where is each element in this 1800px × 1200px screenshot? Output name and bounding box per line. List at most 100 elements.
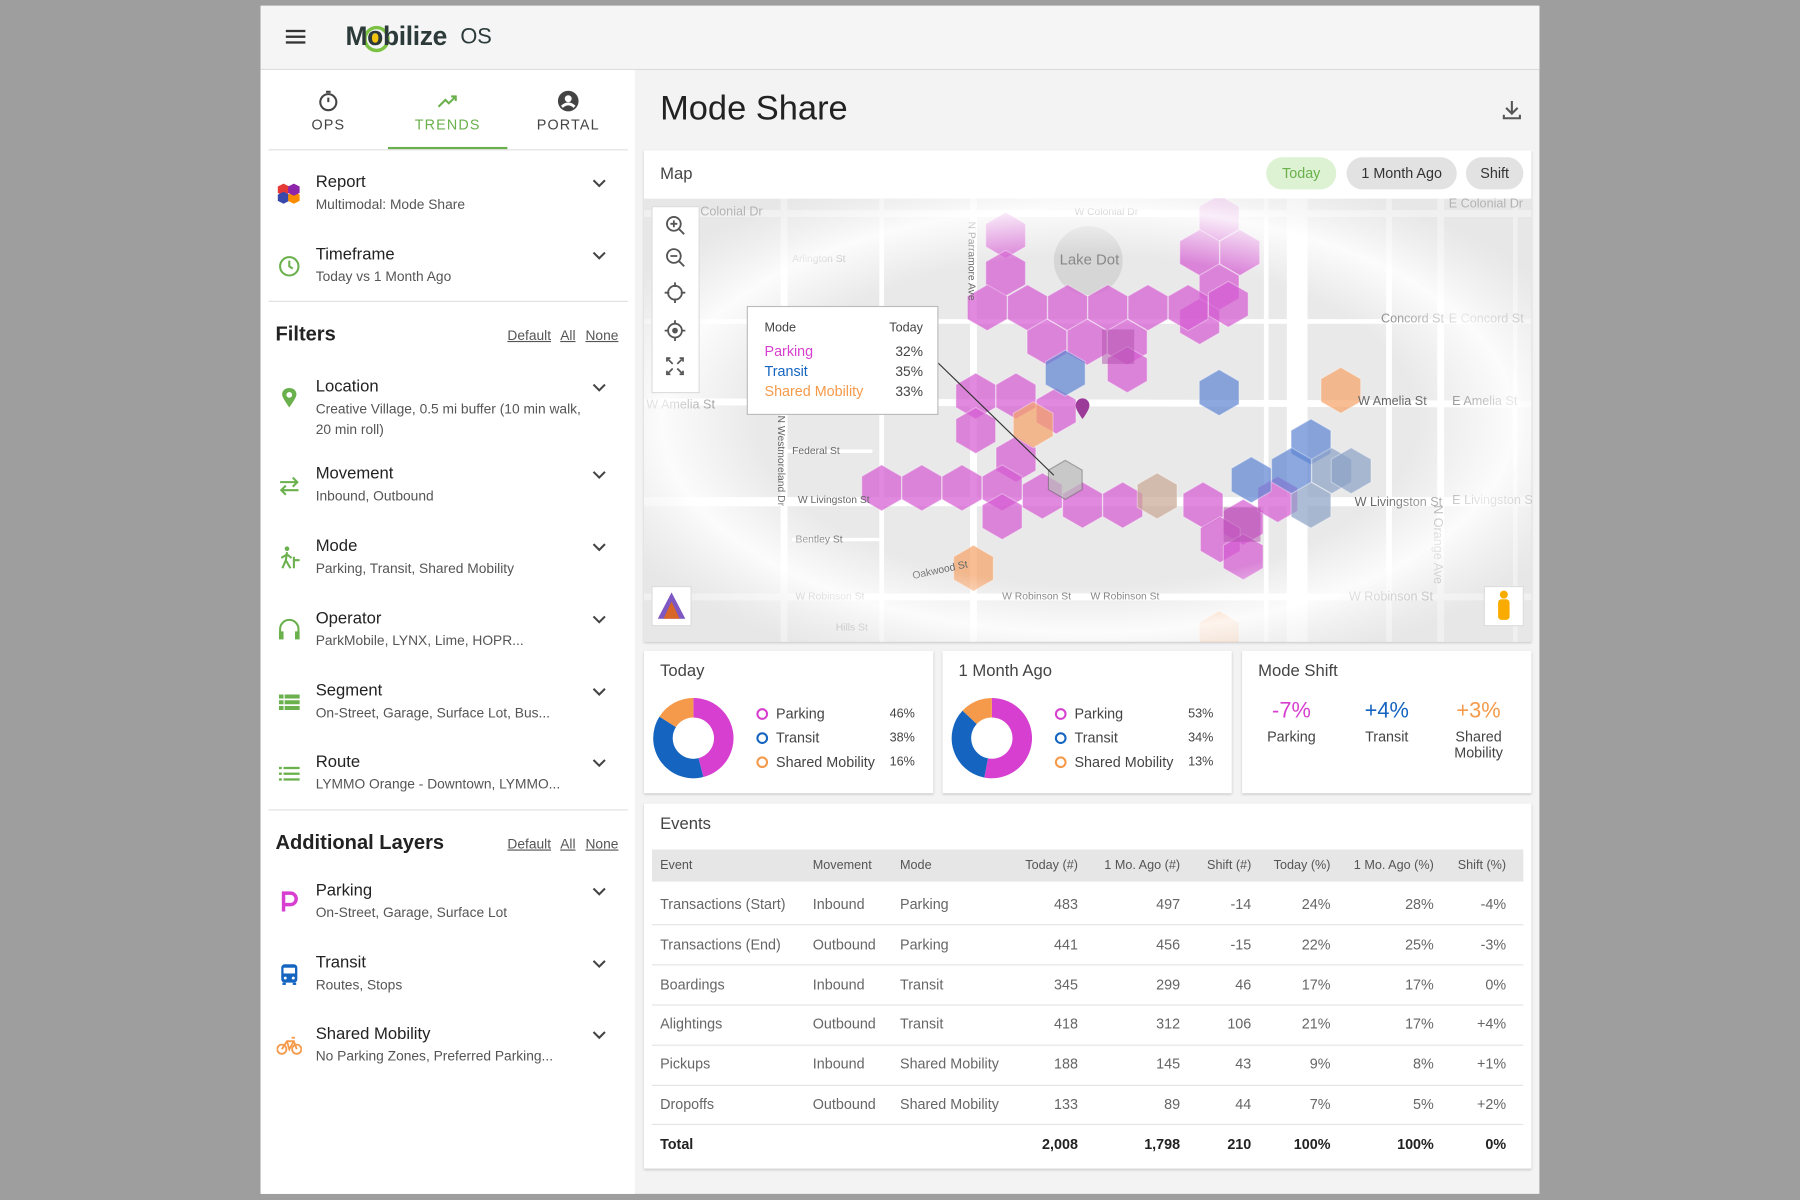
legend-swatch [1054,756,1067,769]
item-subtitle: No Parking Zones, Preferred Parking... [315,1048,554,1065]
expand-chevron[interactable] [592,382,606,392]
locate-dot [672,327,678,334]
list-line [283,766,300,770]
legend-value: 38% [889,731,915,746]
item-title[interactable]: Segment [315,681,383,701]
table-cell: Outbound [812,1096,876,1113]
expand-chevron[interactable] [592,542,606,552]
filter-link[interactable]: None [585,327,619,344]
item-title[interactable]: Timeframe [315,245,395,265]
item-title[interactable]: Transit [315,953,366,973]
filter-link[interactable]: Default [507,835,552,852]
donut [653,697,734,779]
menu-button[interactable] [285,28,308,46]
item-title[interactable]: Mode [315,537,358,556]
account-body [560,102,576,108]
filter-chip[interactable] [1266,157,1337,190]
menu-bar [285,35,306,38]
table-cell: 89 [1164,1096,1181,1113]
column-header: 1 Mo. Ago (#) [1104,858,1181,873]
expand-chevron[interactable] [592,959,606,969]
item-title[interactable]: Route [315,753,361,772]
expand-chevron[interactable] [592,886,606,896]
list-dot [278,772,282,775]
legend-ring [756,708,769,720]
card-title: 1 Month Ago [958,662,1053,681]
list-dot [278,766,282,770]
section-title: Filters [275,322,336,345]
cube-purple [288,183,300,196]
tab-icon[interactable] [557,90,580,113]
table-cell: 22% [1301,936,1331,953]
legend-label: Transit [776,730,820,747]
filter-link[interactable]: Default [507,327,552,344]
parking-p [281,891,298,912]
tab-icon[interactable] [317,90,340,113]
expand-chevron[interactable] [592,1030,606,1040]
table-cell: Alightings [660,1016,723,1033]
filter-link[interactable]: All [560,835,576,852]
item-title[interactable]: Movement [315,464,394,484]
chevron [592,615,606,624]
bus-wheel [282,982,286,985]
section-title: Additional Layers [275,830,445,854]
legend-ring [1054,732,1067,744]
table-cell: 8% [1413,1056,1434,1073]
tab-indicator [388,146,508,150]
expand-chevron[interactable] [592,250,606,260]
item-subtitle: On-Street, Garage, Surface Lot [315,904,508,921]
item-subtitle: Parking, Transit, Shared Mobility [315,560,514,577]
tab-label[interactable]: OPS [311,117,346,134]
filter-chip[interactable] [1465,157,1524,190]
divider [268,149,628,151]
chevron [592,471,606,480]
card-title: Events [660,815,711,834]
expand-chevron[interactable] [592,614,606,624]
location-pin [1075,398,1090,420]
chip-label[interactable]: Shift [1480,165,1510,182]
menu-bar [285,29,306,33]
clock [279,256,300,277]
item-title[interactable]: Operator [315,609,382,628]
vignette [644,198,1532,642]
map: Colonial DrW Colonial DrE Colonial DrArl… [644,198,1532,642]
grid-cell [278,705,284,711]
tooltip-mode: Parking [765,344,814,360]
item-title[interactable]: Location [315,377,379,397]
table-cell: Inbound [812,976,865,993]
tooltip-leader [937,362,1055,476]
tab-icon[interactable] [436,90,459,113]
download-button[interactable] [1500,99,1523,122]
map-layer: Colonial DrW Colonial DrE Colonial DrArl… [644,198,1532,642]
expand-chevron[interactable] [592,758,606,768]
filter-link[interactable]: None [585,835,619,852]
chip-label[interactable]: 1 Month Ago [1361,165,1442,182]
table-cell: Transactions (End) [660,936,781,953]
legend-ring [756,756,769,769]
basemap-icon2 [663,601,680,619]
legend-swatch [756,732,769,744]
item-title[interactable]: Report [315,173,366,192]
expand-chevron[interactable] [592,686,606,696]
filter-link[interactable]: All [560,327,576,344]
item-icon [276,1036,302,1055]
locate-ticks [664,320,686,341]
legend-label: Shared Mobility [1074,754,1174,771]
legend-value: 16% [889,755,915,770]
item-title[interactable]: Shared Mobility [315,1025,431,1044]
tab-label[interactable]: TRENDS [414,117,481,134]
expand-chevron[interactable] [592,178,606,188]
filter-chip[interactable] [1346,157,1457,190]
menu-bar [285,41,306,44]
account-head [564,95,572,103]
row-divider [652,1004,1524,1006]
row-divider [652,924,1524,926]
table-cell: +4% [1476,1016,1507,1033]
legend-value: 46% [889,707,915,721]
item-title[interactable]: Parking [315,881,373,900]
tab-label[interactable]: PORTAL [536,117,600,134]
chevron [592,960,606,969]
chip-label[interactable]: Today [1282,165,1321,182]
expand-chevron[interactable] [592,470,606,480]
legend-label: Parking [1074,705,1124,723]
